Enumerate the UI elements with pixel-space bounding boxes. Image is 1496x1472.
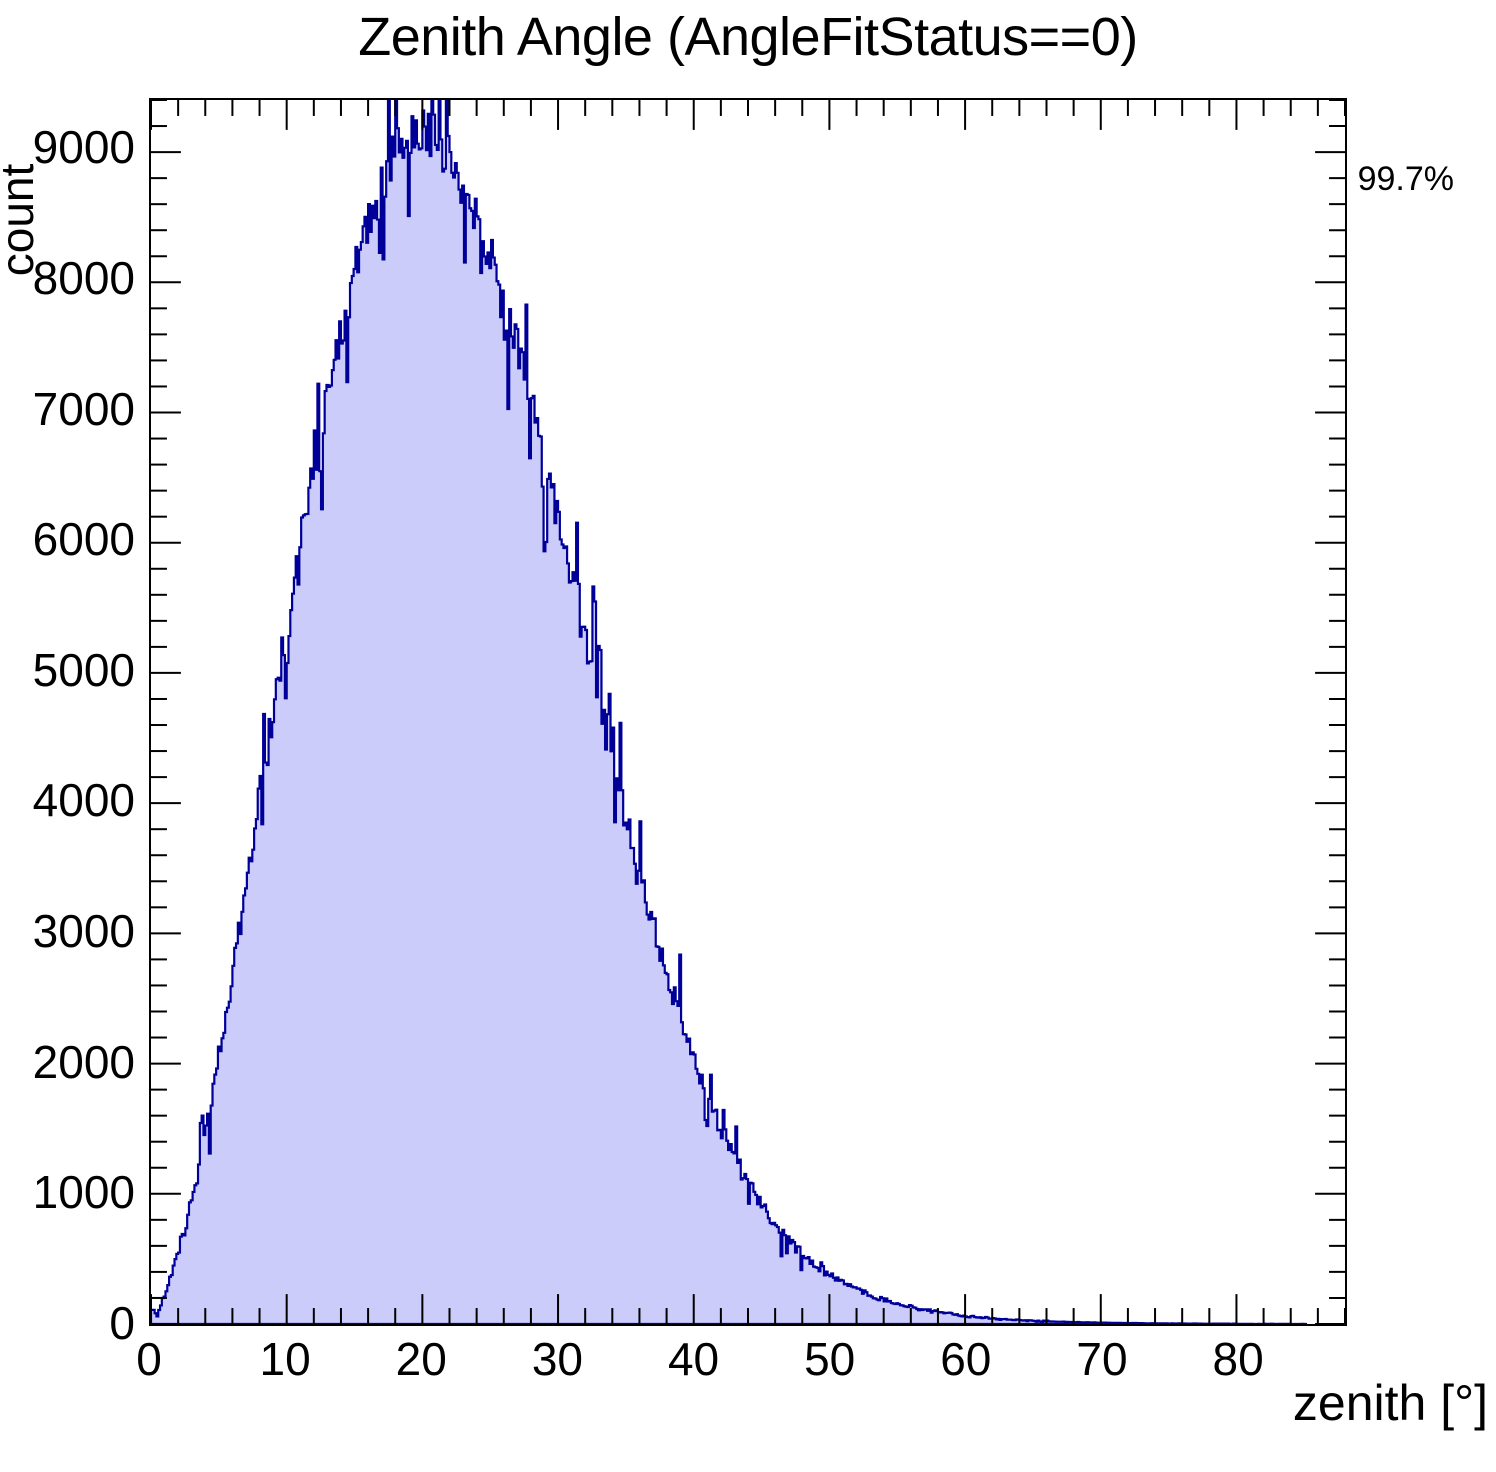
histogram-series xyxy=(151,100,1308,1324)
histogram-path xyxy=(151,100,1308,1324)
x-tick-label: 0 xyxy=(136,1333,162,1385)
plot-frame xyxy=(149,98,1347,1326)
page-title: Zenith Angle (AngleFitStatus==0) xyxy=(358,7,1138,67)
x-tick-label: 30 xyxy=(531,1333,583,1385)
y-tick-label: 6000 xyxy=(32,513,135,566)
y-tick-label: 9000 xyxy=(32,121,135,174)
x-axis-title: zenith [°] xyxy=(1292,1375,1488,1431)
x-tick-label: 40 xyxy=(667,1333,720,1385)
axis-ticks xyxy=(151,100,1345,1324)
x-tick-label: 80 xyxy=(1212,1333,1264,1385)
y-tick-label: 5000 xyxy=(32,643,135,696)
y-tick-label: 3000 xyxy=(32,905,135,958)
x-tick-label: 50 xyxy=(804,1333,856,1385)
x-tick-label: 70 xyxy=(1076,1333,1128,1385)
y-tick-label: 1000 xyxy=(32,1166,135,1219)
y-tick-label: 8000 xyxy=(32,251,135,304)
histogram-svg xyxy=(151,100,1345,1324)
y-tick-label: 0 xyxy=(109,1297,135,1349)
y-tick-label: 4000 xyxy=(32,774,135,827)
x-tick-label: 10 xyxy=(259,1333,311,1385)
x-tick-label: 60 xyxy=(940,1333,992,1385)
x-tick-label: 20 xyxy=(395,1333,447,1385)
y-tick-label: 2000 xyxy=(32,1035,135,1088)
y-tick-label: 7000 xyxy=(32,382,135,435)
